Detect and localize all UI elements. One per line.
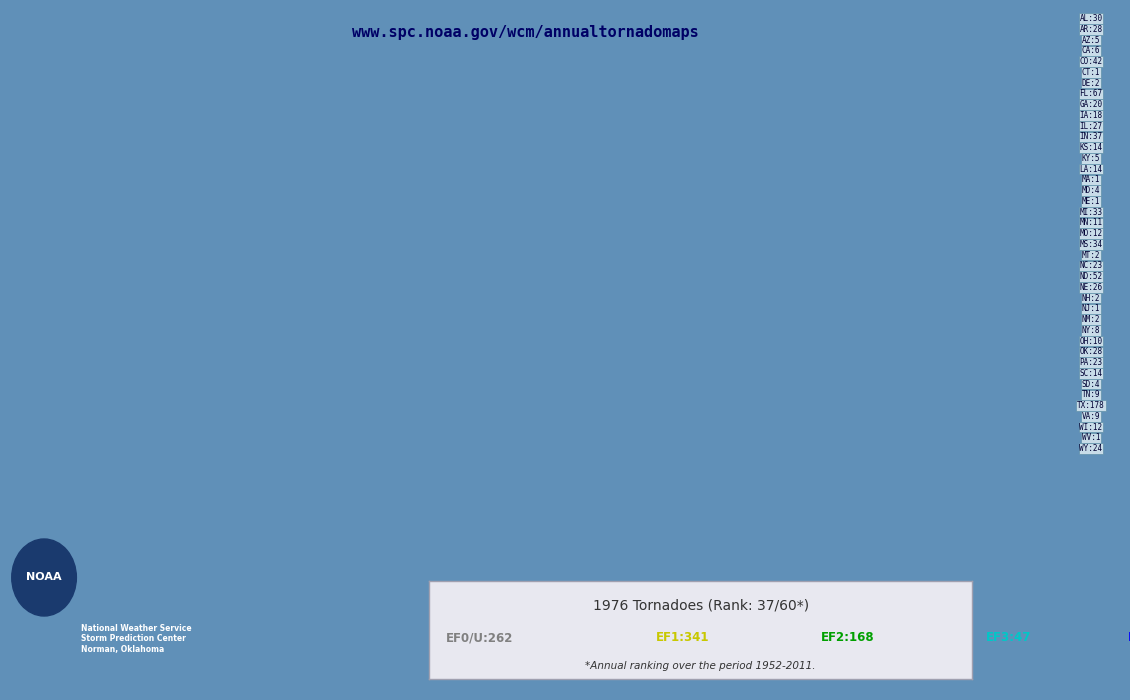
Text: OK:28: OK:28 xyxy=(1079,347,1103,356)
Text: MN:11: MN:11 xyxy=(1079,218,1103,228)
Text: CT:1: CT:1 xyxy=(1081,68,1101,77)
Text: AZ:5: AZ:5 xyxy=(1081,36,1101,45)
Text: WV:1: WV:1 xyxy=(1081,433,1101,442)
Text: NC:23: NC:23 xyxy=(1079,261,1103,270)
Text: ME:1: ME:1 xyxy=(1081,197,1101,206)
Text: AL:30: AL:30 xyxy=(1079,14,1103,23)
Text: IN:37: IN:37 xyxy=(1079,132,1103,141)
Text: AR:28: AR:28 xyxy=(1079,25,1103,34)
Text: DE:2: DE:2 xyxy=(1081,78,1101,88)
Text: TN:9: TN:9 xyxy=(1081,391,1101,400)
Text: WY:24: WY:24 xyxy=(1079,444,1103,453)
Text: IA:18: IA:18 xyxy=(1079,111,1103,120)
Text: PA:23: PA:23 xyxy=(1079,358,1103,368)
Text: KY:5: KY:5 xyxy=(1081,154,1101,163)
Text: KS:14: KS:14 xyxy=(1079,143,1103,152)
Text: MO:12: MO:12 xyxy=(1079,229,1103,238)
Text: National Weather Service
Storm Prediction Center
Norman, Oklahoma: National Weather Service Storm Predictio… xyxy=(81,624,191,654)
Text: 1976 Tornadoes (Rank: 37/60*): 1976 Tornadoes (Rank: 37/60*) xyxy=(592,598,809,612)
Text: MD:4: MD:4 xyxy=(1081,186,1101,195)
Text: LA:14: LA:14 xyxy=(1079,164,1103,174)
Text: NM:2: NM:2 xyxy=(1081,315,1101,324)
Text: MS:34: MS:34 xyxy=(1079,240,1103,249)
Text: EF3:47: EF3:47 xyxy=(985,631,1032,644)
Text: MA:1: MA:1 xyxy=(1081,175,1101,184)
Text: IL:27: IL:27 xyxy=(1079,122,1103,131)
Text: EF0/U:262: EF0/U:262 xyxy=(445,631,513,644)
Text: NOAA: NOAA xyxy=(26,573,62,582)
Text: EF1:341: EF1:341 xyxy=(657,631,710,644)
Text: WI:12: WI:12 xyxy=(1079,423,1103,432)
Text: MI:33: MI:33 xyxy=(1079,208,1103,216)
Text: NH:2: NH:2 xyxy=(1081,294,1101,302)
Text: NJ:1: NJ:1 xyxy=(1081,304,1101,314)
Circle shape xyxy=(11,539,77,616)
Text: VA:9: VA:9 xyxy=(1081,412,1101,421)
Text: *Annual ranking over the period 1952-2011.: *Annual ranking over the period 1952-201… xyxy=(585,662,816,671)
Text: FL:67: FL:67 xyxy=(1079,90,1103,98)
Text: NY:8: NY:8 xyxy=(1081,326,1101,335)
Text: TX:178: TX:178 xyxy=(1077,401,1105,410)
Text: MT:2: MT:2 xyxy=(1081,251,1101,260)
Text: SD:4: SD:4 xyxy=(1081,379,1101,389)
Text: NE:26: NE:26 xyxy=(1079,283,1103,292)
Text: SC:14: SC:14 xyxy=(1079,369,1103,378)
Text: EF4:13: EF4:13 xyxy=(1128,631,1130,644)
Text: GA:20: GA:20 xyxy=(1079,100,1103,109)
Text: OH:10: OH:10 xyxy=(1079,337,1103,346)
Text: CA:6: CA:6 xyxy=(1081,46,1101,55)
Text: ND:52: ND:52 xyxy=(1079,272,1103,281)
Text: CO:42: CO:42 xyxy=(1079,57,1103,66)
Text: www.spc.noaa.gov/wcm/annualtornadomaps: www.spc.noaa.gov/wcm/annualtornadomaps xyxy=(353,25,698,39)
Text: EF2:168: EF2:168 xyxy=(822,631,875,644)
